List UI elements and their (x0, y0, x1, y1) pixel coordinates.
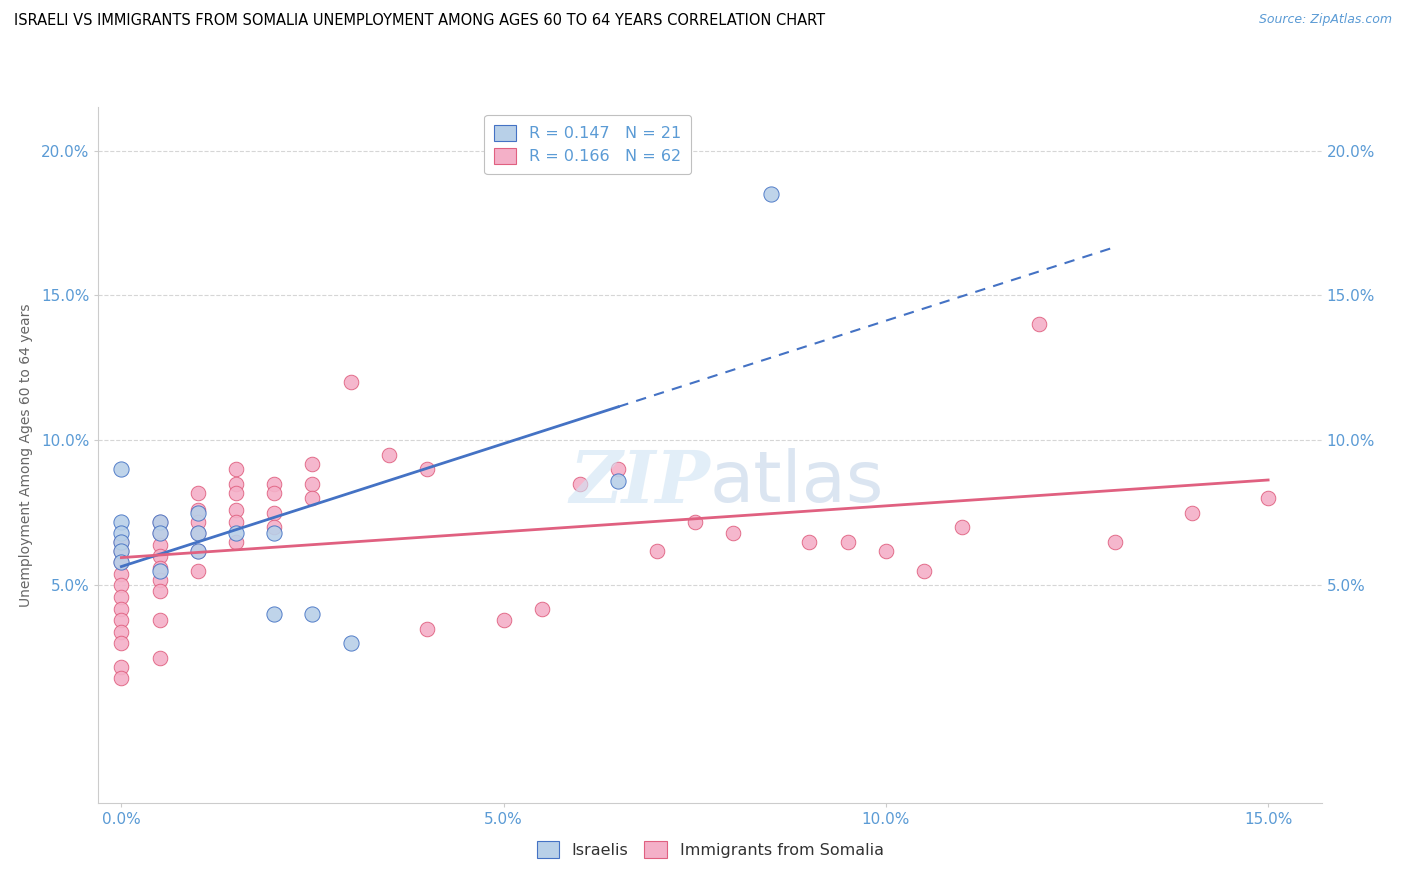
Point (110, 566, 132, 581)
Point (187, 515, 209, 529)
Point (187, 543, 209, 558)
Y-axis label: Unemployment Among Ages 60 to 64 years: Unemployment Among Ages 60 to 64 years (18, 303, 32, 607)
Point (263, 526, 285, 541)
Point (225, 534, 247, 549)
Point (149, 613, 172, 627)
Point (110, 534, 132, 549)
Point (1257, 491, 1279, 506)
Point (301, 457, 323, 471)
Point (645, 543, 668, 558)
Point (492, 613, 515, 627)
Point (110, 543, 132, 558)
Point (301, 476, 323, 491)
Point (263, 485, 285, 500)
Point (149, 561, 172, 575)
Point (149, 651, 172, 665)
Point (187, 526, 209, 541)
Point (378, 448, 401, 462)
Point (263, 476, 285, 491)
Point (110, 543, 132, 558)
Point (1181, 506, 1204, 520)
Point (187, 526, 209, 541)
Point (187, 485, 209, 500)
Point (683, 515, 706, 529)
Point (187, 543, 209, 558)
Point (225, 526, 247, 541)
Point (110, 590, 132, 604)
Point (110, 601, 132, 615)
Point (149, 549, 172, 564)
Point (149, 526, 172, 541)
Point (569, 476, 592, 491)
Point (225, 462, 247, 476)
Point (110, 534, 132, 549)
Point (912, 564, 935, 578)
Point (149, 564, 172, 578)
Point (149, 526, 172, 541)
Point (875, 543, 897, 558)
Point (799, 534, 821, 549)
Point (110, 624, 132, 639)
Point (110, 671, 132, 685)
Point (149, 538, 172, 552)
Point (187, 506, 209, 520)
Point (110, 636, 132, 650)
Point (607, 462, 630, 476)
Point (416, 462, 439, 476)
Point (301, 607, 323, 622)
Point (110, 462, 132, 476)
Point (149, 515, 172, 529)
Point (1104, 534, 1126, 549)
Point (263, 520, 285, 534)
Point (1028, 318, 1050, 332)
Point (225, 476, 247, 491)
Point (110, 578, 132, 592)
Point (339, 376, 361, 390)
Point (110, 659, 132, 673)
Text: Source: ZipAtlas.com: Source: ZipAtlas.com (1258, 13, 1392, 27)
Legend: Israelis, Immigrants from Somalia: Israelis, Immigrants from Somalia (530, 835, 890, 864)
Text: ISRAELI VS IMMIGRANTS FROM SOMALIA UNEMPLOYMENT AMONG AGES 60 TO 64 YEARS CORREL: ISRAELI VS IMMIGRANTS FROM SOMALIA UNEMP… (14, 13, 825, 29)
Point (149, 515, 172, 529)
Text: ZIP: ZIP (569, 447, 710, 518)
Point (759, 187, 782, 202)
Point (110, 526, 132, 541)
Point (110, 515, 132, 529)
Point (837, 534, 859, 549)
Point (110, 555, 132, 569)
Point (530, 601, 553, 615)
Point (110, 555, 132, 569)
Point (607, 474, 630, 488)
Point (187, 564, 209, 578)
Point (225, 485, 247, 500)
Point (263, 607, 285, 622)
Point (149, 584, 172, 599)
Point (339, 636, 361, 650)
Point (225, 503, 247, 517)
Point (149, 573, 172, 587)
Point (301, 491, 323, 506)
Point (263, 506, 285, 520)
Point (416, 622, 439, 636)
Point (110, 613, 132, 627)
Point (225, 515, 247, 529)
Point (721, 526, 744, 541)
Point (950, 520, 973, 534)
Point (187, 503, 209, 517)
Text: atlas: atlas (710, 449, 884, 517)
